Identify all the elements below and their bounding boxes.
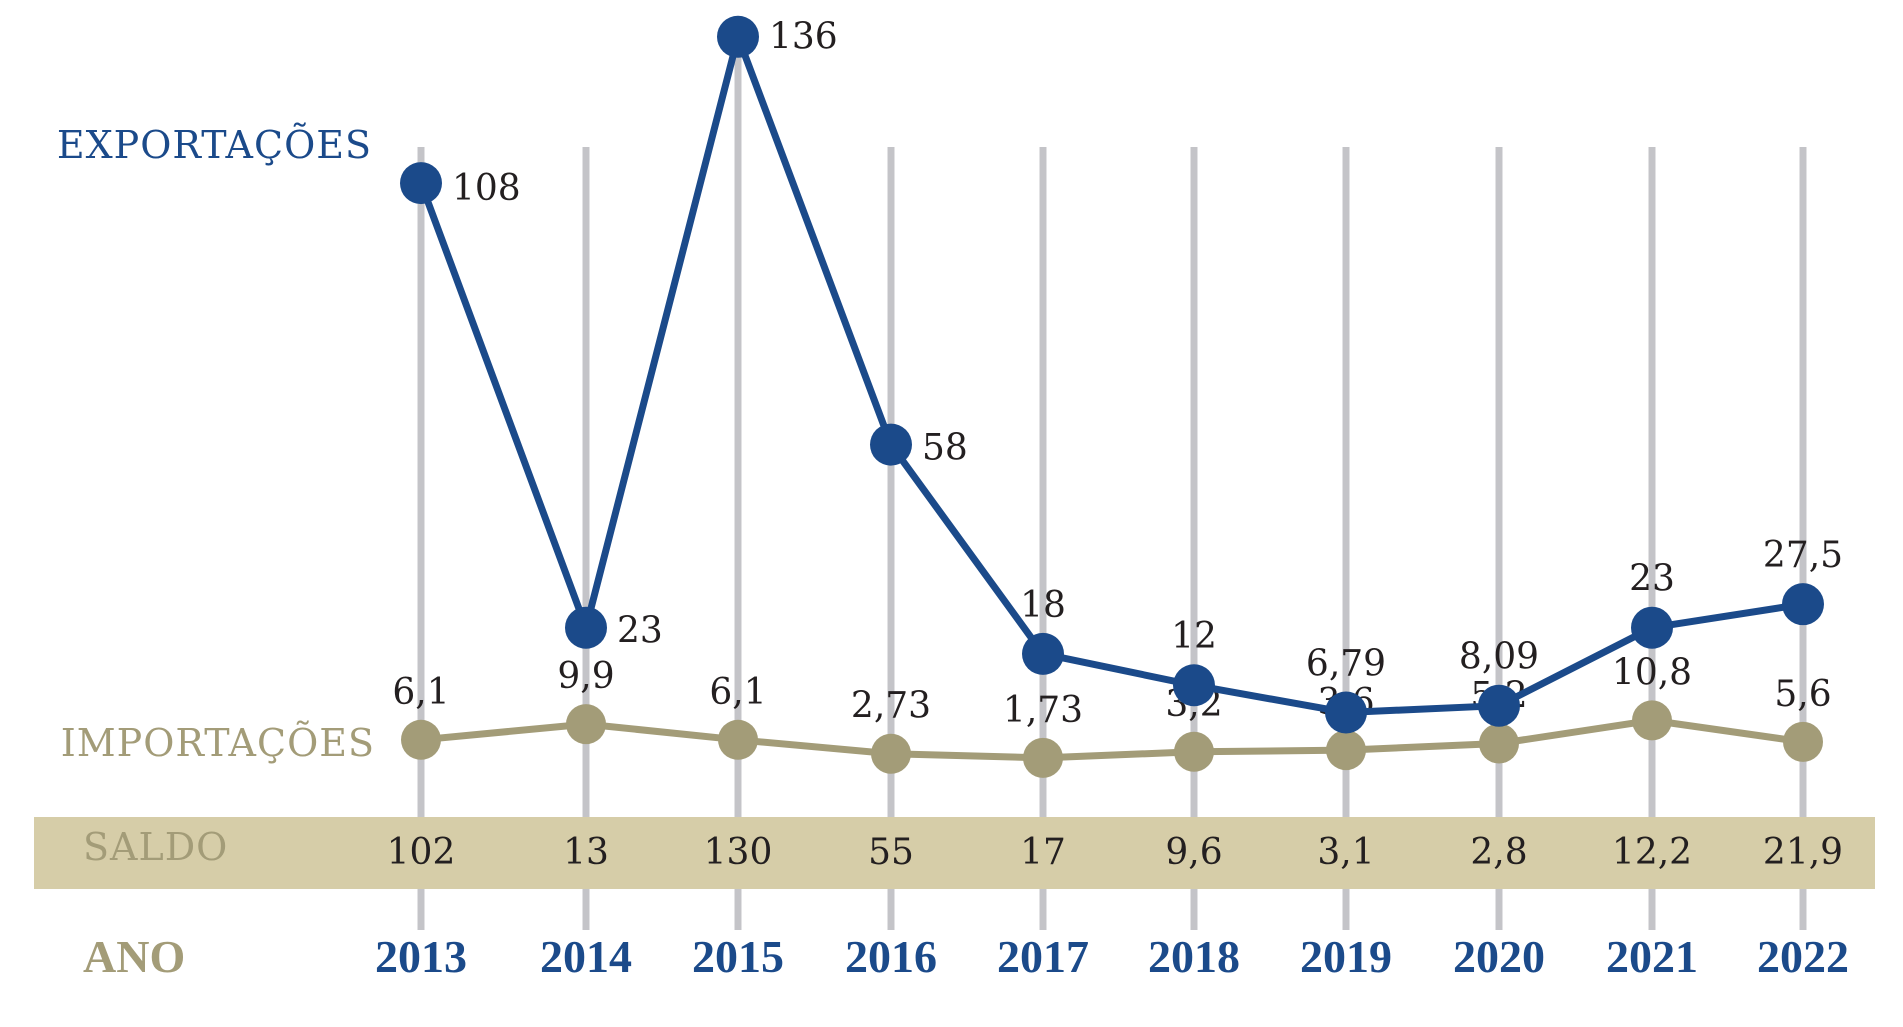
exportacoes-point-2013 bbox=[400, 162, 442, 205]
year-label-2013: 2013 bbox=[375, 931, 467, 982]
exportacoes-label-2018: 12 bbox=[1171, 616, 1217, 657]
importacoes-point-2020 bbox=[1479, 723, 1519, 764]
exportacoes-layer: 108 23 136 58 18 12 6,79 8,09 23 27,5 bbox=[400, 15, 1843, 734]
stems-layer bbox=[417, 50, 1807, 930]
saldo-value-2019: 3,1 bbox=[1317, 832, 1374, 873]
exportacoes-point-2014 bbox=[565, 606, 607, 649]
exportacoes-label-2016: 58 bbox=[922, 428, 968, 469]
exportacoes-label-2015: 136 bbox=[769, 17, 838, 58]
importacoes-label-2022: 5,6 bbox=[1774, 674, 1831, 715]
exportacoes-point-2015 bbox=[717, 15, 759, 58]
exportacoes-label-2014: 23 bbox=[617, 611, 663, 652]
saldo-value-2018: 9,6 bbox=[1165, 832, 1222, 873]
exportacoes-label-2013: 108 bbox=[452, 168, 521, 209]
importacoes-line bbox=[420, 716, 1804, 762]
importacoes-point-2015 bbox=[718, 719, 758, 760]
exportacoes-series-label: EXPORTAÇÕES bbox=[57, 123, 372, 167]
importacoes-point-2014 bbox=[566, 704, 606, 745]
importacoes-label-2013: 6,1 bbox=[392, 672, 449, 713]
importacoes-point-2017 bbox=[1023, 737, 1063, 778]
saldo-value-2015: 130 bbox=[704, 832, 773, 873]
exportacoes-point-2019 bbox=[1325, 691, 1367, 734]
saldo-band bbox=[34, 817, 1875, 889]
year-label-2014: 2014 bbox=[540, 931, 632, 982]
importacoes-label-2017: 1,73 bbox=[1003, 690, 1083, 731]
importacoes-label-2015: 6,1 bbox=[709, 672, 766, 713]
exportacoes-point-2018 bbox=[1173, 664, 1215, 707]
exportacoes-point-2016 bbox=[870, 423, 912, 466]
exportacoes-label-2019: 6,79 bbox=[1306, 643, 1386, 684]
saldo-value-2016: 55 bbox=[868, 832, 914, 873]
saldo-value-2014: 13 bbox=[563, 832, 609, 873]
exportacoes-label-2022: 27,5 bbox=[1763, 535, 1843, 576]
year-label-2021: 2021 bbox=[1606, 931, 1698, 982]
importacoes-point-2019 bbox=[1326, 730, 1366, 771]
exportacoes-label-2017: 18 bbox=[1020, 585, 1066, 626]
importacoes-label-2016: 2,73 bbox=[851, 686, 931, 727]
importacoes-point-2016 bbox=[871, 733, 911, 774]
saldo-value-2013: 102 bbox=[387, 832, 456, 873]
x-axis-label: ANO bbox=[83, 931, 185, 982]
saldo-value-2020: 2,8 bbox=[1470, 832, 1527, 873]
year-label-2019: 2019 bbox=[1300, 931, 1392, 982]
importacoes-point-2013 bbox=[401, 719, 441, 760]
exportacoes-point-2021 bbox=[1631, 606, 1673, 649]
exportacoes-line bbox=[417, 33, 1804, 716]
exportacoes-label-2021: 23 bbox=[1629, 559, 1675, 600]
importacoes-label-2014: 9,9 bbox=[557, 656, 614, 697]
saldo-values-layer: 102 13 130 55 17 9,6 3,1 2,8 12,2 21,9 bbox=[387, 832, 1843, 873]
exportacoes-point-2022 bbox=[1782, 583, 1824, 626]
year-labels-layer: 2013 2014 2015 2016 2017 2018 2019 2020 2021 2022 bbox=[375, 931, 1849, 982]
exportacoes-point-2020 bbox=[1478, 684, 1520, 727]
exportacoes-label-2020: 8,09 bbox=[1459, 637, 1539, 678]
year-label-2018: 2018 bbox=[1148, 931, 1240, 982]
exportacoes-point-2017 bbox=[1022, 632, 1064, 675]
importacoes-layer: 6,19,96,12,731,733,23,65,210,85,6 bbox=[392, 652, 1832, 778]
importacoes-point-2022 bbox=[1783, 721, 1823, 762]
year-label-2017: 2017 bbox=[997, 931, 1089, 982]
saldo-value-2017: 17 bbox=[1020, 832, 1066, 873]
importacoes-label-2021: 10,8 bbox=[1612, 652, 1692, 693]
year-label-2022: 2022 bbox=[1757, 931, 1849, 982]
importacoes-point-2021 bbox=[1632, 700, 1672, 741]
year-label-2020: 2020 bbox=[1453, 931, 1545, 982]
year-label-2015: 2015 bbox=[692, 931, 784, 982]
saldo-label: SALDO bbox=[83, 825, 228, 869]
saldo-value-2022: 21,9 bbox=[1763, 832, 1843, 873]
importacoes-series-label: IMPORTAÇÕES bbox=[61, 721, 375, 765]
importacoes-point-2018 bbox=[1174, 731, 1214, 772]
year-label-2016: 2016 bbox=[845, 931, 937, 982]
saldo-value-2021: 12,2 bbox=[1612, 832, 1692, 873]
